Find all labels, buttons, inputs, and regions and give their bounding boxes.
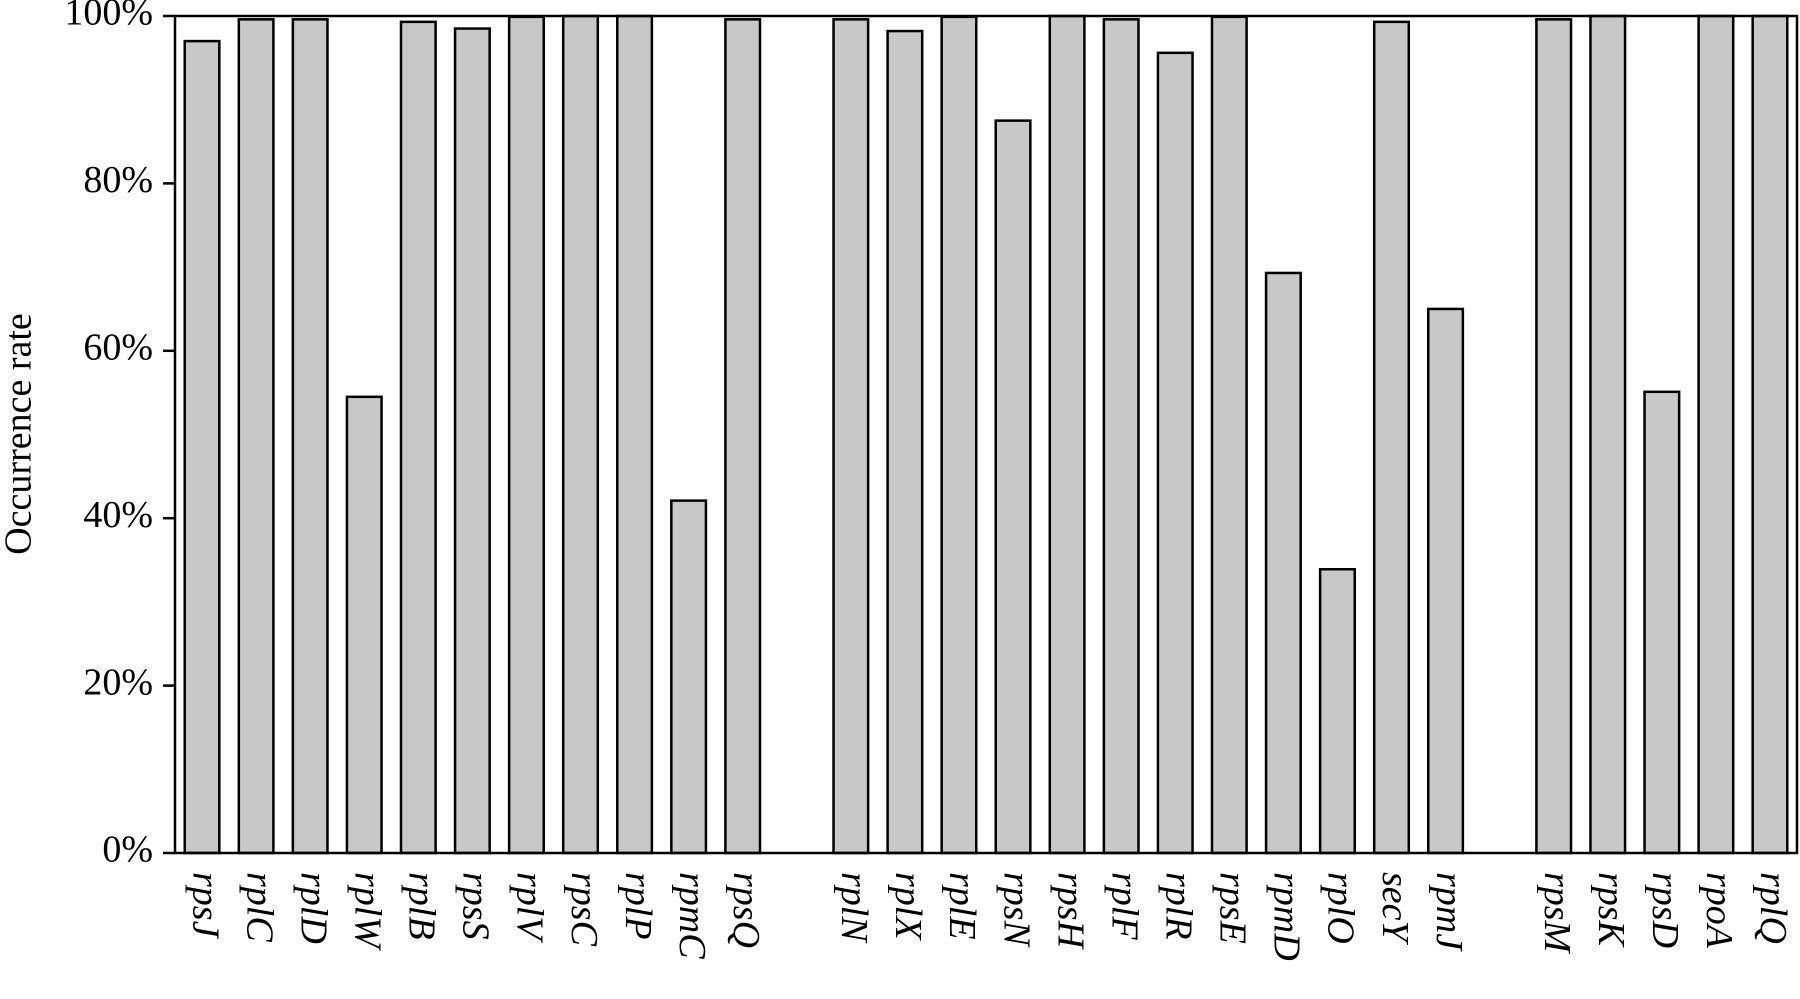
x-tick-label: secY <box>1374 872 1416 946</box>
x-tick-label: rpsM <box>1536 872 1578 955</box>
x-tick-label: rplP <box>617 872 659 940</box>
bar <box>670 499 708 855</box>
x-tick-label: rpsE <box>1212 872 1254 944</box>
bar <box>1589 14 1627 855</box>
bar <box>237 18 275 855</box>
bar <box>1264 271 1302 855</box>
x-tick-label: rplE <box>941 872 983 940</box>
bar <box>291 18 329 855</box>
bar <box>1156 51 1194 855</box>
x-tick-label: rplX <box>887 872 929 941</box>
bar <box>1643 390 1681 855</box>
x-tick-label: rpsJ <box>184 872 226 940</box>
bar <box>1318 568 1356 855</box>
x-tick-label: rpsK <box>1590 872 1632 948</box>
bar <box>832 18 870 855</box>
bar <box>1210 15 1248 855</box>
bar <box>345 395 383 855</box>
x-tick-label: rpsS <box>455 872 497 940</box>
x-tick-label: rpsD <box>1644 872 1686 948</box>
bar <box>1697 14 1735 855</box>
bar <box>1427 307 1465 855</box>
bar <box>724 18 762 855</box>
x-tick-label: rplW <box>347 872 389 951</box>
x-tick-label: rpmJ <box>1428 872 1470 952</box>
x-tick-label: rplF <box>1103 872 1145 940</box>
bar <box>561 14 600 855</box>
x-tick-label: rplB <box>401 872 443 940</box>
bar <box>994 119 1032 855</box>
y-tick-label: 20% <box>83 661 153 703</box>
y-tick-label: 60% <box>83 327 153 369</box>
y-tick-label: 80% <box>83 159 153 201</box>
bar <box>616 14 654 855</box>
x-tick-label: rplV <box>509 872 551 943</box>
y-axis-label: Occurrence rate <box>0 313 40 555</box>
x-tick-label: rplR <box>1158 872 1200 940</box>
bar <box>1372 20 1411 855</box>
bar <box>507 15 545 855</box>
x-tick-label: rpsN <box>995 872 1037 949</box>
x-tick-label: rpsQ <box>725 872 767 948</box>
x-tick-label: rpsH <box>1049 872 1091 951</box>
bar <box>399 20 437 855</box>
x-tick-label: rplN <box>833 872 875 944</box>
bar <box>1048 14 1086 855</box>
x-tick-label: rpmD <box>1266 872 1308 961</box>
x-tick-label: rpsC <box>563 872 605 947</box>
bar <box>183 39 221 855</box>
bar <box>1535 18 1573 855</box>
y-tick-label: 40% <box>83 494 153 536</box>
x-tick-label: rplO <box>1320 872 1362 944</box>
bar <box>886 29 924 855</box>
y-tick-label: 100% <box>64 0 153 34</box>
bar <box>1751 14 1789 855</box>
bar <box>1102 18 1140 855</box>
x-tick-label: rpmC <box>671 872 713 959</box>
x-tick-label: rplD <box>292 872 334 944</box>
x-tick-label: rplC <box>238 872 280 942</box>
y-tick-label: 0% <box>102 829 153 871</box>
x-tick-label: rplQ <box>1752 872 1794 944</box>
bar <box>940 15 978 855</box>
x-tick-label: rpoA <box>1698 872 1740 949</box>
plot-frame <box>173 14 1799 855</box>
bar <box>453 27 491 855</box>
